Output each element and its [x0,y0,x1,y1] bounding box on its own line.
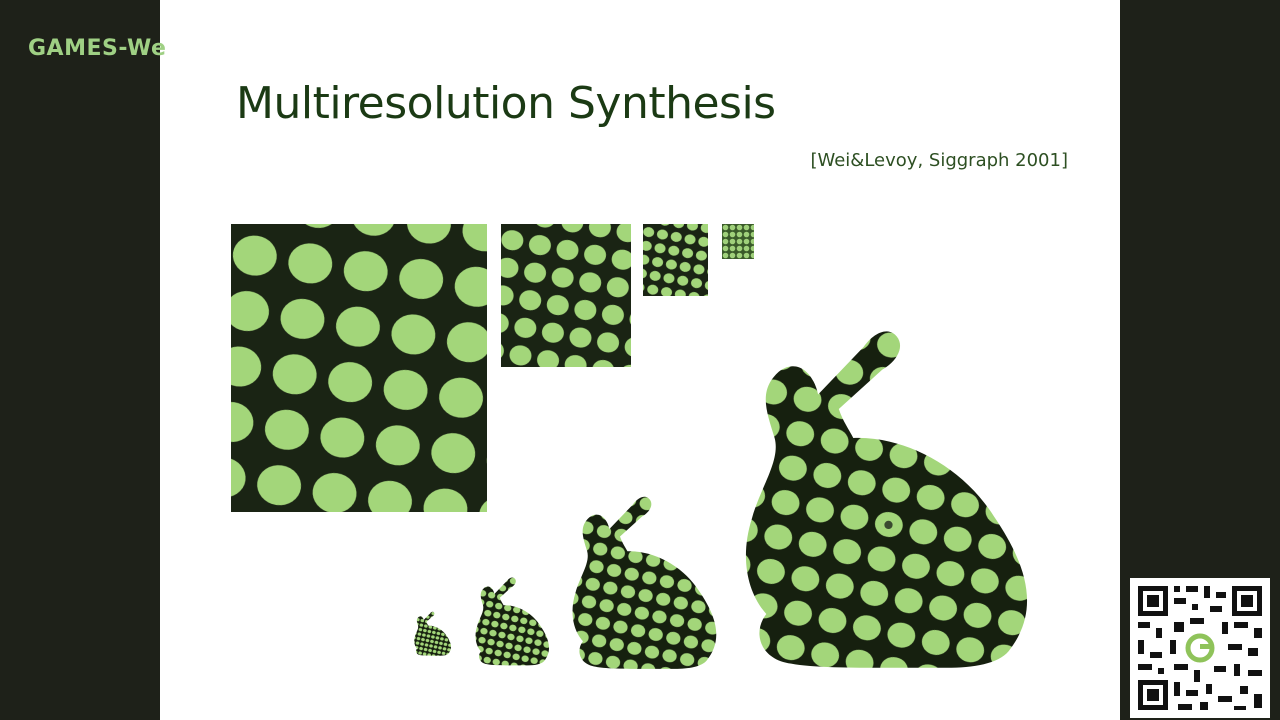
citation: [Wei&Levoy, Siggraph 2001] [810,150,1068,171]
slide: Multiresolution Synthesis [Wei&Levoy, Si… [160,0,1120,720]
texture-level-3 [643,224,708,296]
slide-title: Multiresolution Synthesis [236,78,776,129]
texture-level-4 [722,224,754,259]
bunny-level-1 [414,611,452,656]
bunny-level-2 [475,577,550,666]
bunny-level-4 [745,331,1028,668]
qr-code [1130,578,1270,718]
texture-level-1 [231,224,487,512]
watermark-text: GAMES-We [28,36,167,61]
texture-level-2 [501,224,631,367]
